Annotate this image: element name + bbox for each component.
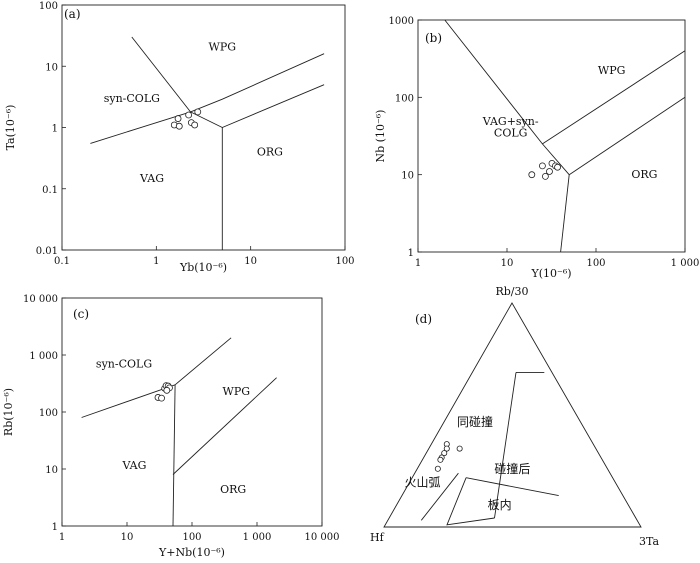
panel-a-data-point [191,121,199,129]
panel-b-x-tick-label: 1 [415,258,421,269]
panel-a-y-tick-label: 100 [39,1,58,12]
panel-a-x-tick-label: 1 [153,256,159,267]
panel-d-data-point [434,465,441,472]
panel-b-x-axis-title: Y(10⁻⁶) [530,267,571,280]
panel-d-boundary-line [494,372,517,519]
panel-a-y-tick-label: 0.01 [36,246,58,257]
panel-c-data-point [158,394,165,402]
panel-a-frame [61,4,346,251]
panel-d-boundary-line [446,477,495,526]
panel-b-x-tick-label: 10 [501,258,514,269]
panel-c-y-axis-title: Rb(10⁻⁶) [2,388,15,436]
panel-b-boundary-line [542,50,686,145]
panel-c-x-tick-label: 100 [182,532,201,543]
panel-a-region-label: syn-COLG [104,92,160,105]
panel-a-boundary-line [131,36,191,113]
panel-c-y-tick-label: 10 [45,465,58,476]
panel-b-frame [417,19,686,253]
panel-d-data-point [443,445,450,452]
panel-a-x-tick-label: 0.1 [54,256,70,267]
panel-c-x-tick-label: 1 [59,532,65,543]
panel-d-data-point [441,450,448,457]
panel-d-apex-label: Hf [370,531,385,544]
panel-b-label: (b) [425,31,442,45]
panel-c-boundary-line [174,337,232,386]
panel-b-region-label: COLG [494,127,528,140]
panel-b-data-point [541,172,549,180]
panel-d-apex-label: 3Ta [639,535,659,548]
panel-a-x-tick-label: 100 [335,256,354,267]
panel-c-boundary-line [172,377,277,475]
panel-a-boundary-line [90,53,325,144]
panel-b-data-point [546,168,553,175]
panel-a-region-label: ORG [257,145,283,158]
panel-a-x-tick-label: 10 [244,256,257,267]
panel-b-boundary-line [444,19,570,175]
panel-c-region-label: ORG [220,483,246,496]
panel-c-region-label: syn-COLG [96,358,152,371]
panel-c-y-tick-label: 1 [52,522,58,533]
panel-c-label: (c) [73,307,89,321]
panel-b-data-point [554,163,561,171]
panel-c-x-tick-label: 10 [121,532,134,543]
panel-b-x-tick-label: 100 [586,258,605,269]
panel-b-region-label: VAG+syn- [482,115,539,128]
panel-c-x-tick-label: 1 000 [243,532,272,543]
panel-d-region-label: 碰撞后 [494,461,530,476]
panel-a-data-point [185,111,193,119]
panel-d-data-point [456,445,463,452]
panel-c-boundary-line [172,384,176,527]
panel-d-region-label: 同碰撞 [457,414,493,429]
panel-b-region-label: WPG [598,64,626,77]
panel-a-boundary-line [190,111,223,250]
panel-b-y-tick-label: 1 [408,248,414,259]
panel-b-y-tick-label: 10 [401,171,414,182]
panel-a-data-point [194,108,202,116]
panel-c-boundary-line [81,384,176,418]
panel-d-label: (d) [415,312,432,326]
panel-c-data-point [163,386,171,394]
panel-c-frame [61,297,323,527]
panel-a-x-axis-title: Yb(10⁻⁶) [179,261,227,274]
panel-c-x-tick-label: 10 000 [305,532,340,543]
panel-a-y-tick-label: 1 [52,124,58,135]
panel-c-x-axis-title: Y+Nb(10⁻⁶) [158,546,225,559]
panel-d-apex-label: Rb/30 [495,285,528,298]
panel-d-region-label: 火山弧 [404,476,440,490]
panel-b-y-axis-title: Nb (10⁻⁶) [374,110,387,163]
panel-a-data-point [174,115,182,122]
panel-a-data-point [175,122,183,130]
panel-a-region-label: VAG [139,172,164,185]
panel-b-y-tick-label: 100 [395,93,414,104]
panel-d-data-point [437,456,444,463]
panel-a-boundary-line [222,84,325,128]
panel-b-x-tick-label: 1 000 [671,258,700,269]
panel-b-y-tick-label: 1000 [389,16,414,27]
panel-b-data-point [528,171,536,179]
panel-b-region-label: ORG [631,168,657,181]
panel-c-region-label: WPG [223,385,251,398]
panel-d-boundary-line [466,477,559,497]
panel-a-y-tick-label: 10 [45,62,58,73]
panel-a-region-label: WPG [209,41,237,54]
panel-a-y-tick-label: 0.1 [42,185,58,196]
panel-a-label: (a) [64,7,81,21]
panel-d-region-label: 板内 [488,498,512,512]
panel-c-y-tick-label: 1 000 [29,351,58,362]
panel-d-boundary-line [420,472,459,521]
panel-c-y-tick-label: 10 000 [23,294,58,305]
panel-c-y-tick-label: 100 [39,408,58,419]
panel-b-data-point [539,162,546,170]
panel-a-y-axis-title: Ta(10⁻⁶) [4,105,17,151]
panel-c-region-label: VAG [121,459,146,472]
panel-b-boundary-line [568,96,686,176]
panel-b-boundary-line [560,174,570,253]
panel-d-triangle [383,302,642,528]
